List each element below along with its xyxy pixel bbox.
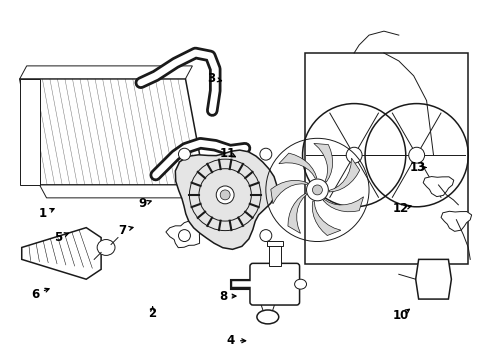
Polygon shape <box>279 153 317 178</box>
Polygon shape <box>329 158 360 192</box>
Ellipse shape <box>307 179 328 201</box>
Text: 7: 7 <box>119 224 126 237</box>
Polygon shape <box>20 66 193 79</box>
Text: 9: 9 <box>139 197 147 211</box>
Polygon shape <box>423 176 454 197</box>
Ellipse shape <box>409 147 425 163</box>
Ellipse shape <box>178 230 191 242</box>
Text: 12: 12 <box>392 202 409 215</box>
Text: 5: 5 <box>54 231 62 244</box>
Bar <box>305 53 468 264</box>
Text: 8: 8 <box>219 289 227 303</box>
Polygon shape <box>166 221 200 248</box>
Text: 1: 1 <box>39 207 47 220</box>
Ellipse shape <box>220 190 230 200</box>
Text: 6: 6 <box>31 288 39 301</box>
Text: 10: 10 <box>392 309 409 322</box>
Polygon shape <box>288 193 307 233</box>
Bar <box>269 244 281 266</box>
Polygon shape <box>323 197 364 212</box>
Text: 2: 2 <box>148 307 157 320</box>
Ellipse shape <box>257 310 279 324</box>
Polygon shape <box>40 185 212 198</box>
FancyBboxPatch shape <box>250 264 299 305</box>
Ellipse shape <box>260 230 272 242</box>
Ellipse shape <box>97 239 115 255</box>
Text: 4: 4 <box>226 334 235 347</box>
Polygon shape <box>20 79 205 185</box>
Ellipse shape <box>216 186 234 204</box>
Polygon shape <box>416 260 451 299</box>
Polygon shape <box>441 211 472 231</box>
Polygon shape <box>175 150 277 249</box>
Polygon shape <box>312 201 341 235</box>
Polygon shape <box>20 79 40 185</box>
Text: 11: 11 <box>220 147 236 160</box>
Text: 13: 13 <box>410 161 426 174</box>
Ellipse shape <box>294 279 307 289</box>
Polygon shape <box>22 228 101 279</box>
Polygon shape <box>271 180 308 204</box>
Text: 3: 3 <box>207 72 215 85</box>
Ellipse shape <box>313 185 322 195</box>
Bar <box>267 240 283 247</box>
Polygon shape <box>314 143 333 182</box>
Ellipse shape <box>346 147 362 163</box>
Ellipse shape <box>260 148 272 160</box>
Ellipse shape <box>178 148 191 160</box>
